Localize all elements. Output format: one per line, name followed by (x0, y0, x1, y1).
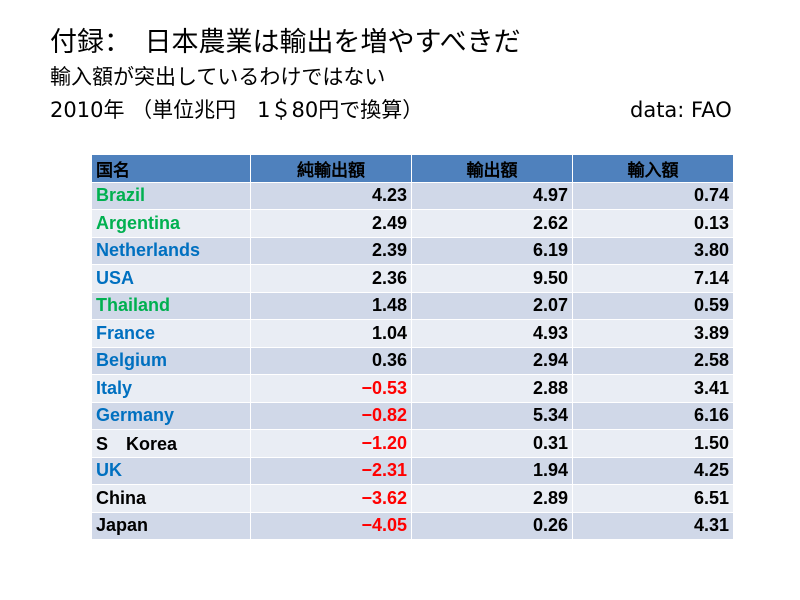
net-exports-cell: 4.23 (250, 181, 412, 210)
country-cell: Netherlands (91, 236, 251, 265)
table-row: Germany −0.82 5.34 6.16 (91, 401, 734, 430)
exports-cell: 2.89 (411, 484, 573, 513)
net-exports-cell: −3.62 (250, 484, 412, 513)
imports-cell: 4.25 (572, 456, 734, 485)
imports-cell: 7.14 (572, 264, 734, 293)
net-exports-cell: 2.49 (250, 209, 412, 238)
net-exports-cell: 1.04 (250, 319, 412, 348)
imports-cell: 6.51 (572, 484, 734, 513)
table-row: Brazil 4.23 4.97 0.74 (91, 181, 734, 210)
table-row: Thailand 1.48 2.07 0.59 (91, 291, 734, 320)
exports-cell: 0.26 (411, 511, 573, 540)
header-imports: 輸入額 (572, 154, 734, 183)
exports-cell: 9.50 (411, 264, 573, 293)
country-cell: Brazil (91, 181, 251, 210)
exports-cell: 0.31 (411, 429, 573, 458)
table-row: Netherlands 2.39 6.19 3.80 (91, 236, 734, 265)
exports-cell: 1.94 (411, 456, 573, 485)
country-cell: Germany (91, 401, 251, 430)
country-cell: S Korea (91, 429, 251, 458)
imports-cell: 3.89 (572, 319, 734, 348)
table-row: UK −2.31 1.94 4.25 (91, 456, 734, 485)
imports-cell: 3.80 (572, 236, 734, 265)
unit-note: 2010年 （単位兆円 1＄80円で換算） (50, 98, 424, 122)
imports-cell: 1.50 (572, 429, 734, 458)
country-cell: UK (91, 456, 251, 485)
header-country: 国名 (91, 154, 251, 183)
country-cell: Belgium (91, 346, 251, 375)
exports-cell: 2.94 (411, 346, 573, 375)
net-exports-cell: −2.31 (250, 456, 412, 485)
data-source: data: FAO (630, 98, 732, 122)
table-header-row: 国名 純輸出額 輸出額 輸入額 (91, 154, 734, 183)
table-row: Japan −4.05 0.26 4.31 (91, 511, 734, 540)
net-exports-cell: 1.48 (250, 291, 412, 320)
table-row: Belgium 0.36 2.94 2.58 (91, 346, 734, 375)
imports-cell: 0.13 (572, 209, 734, 238)
country-cell: Japan (91, 511, 251, 540)
exports-cell: 6.19 (411, 236, 573, 265)
table-row: France 1.04 4.93 3.89 (91, 319, 734, 348)
country-cell: Argentina (91, 209, 251, 238)
country-cell: Thailand (91, 291, 251, 320)
imports-cell: 6.16 (572, 401, 734, 430)
slide-title: 付録： 日本農業は輸出を増やすべきだ (50, 27, 521, 58)
net-exports-cell: −1.20 (250, 429, 412, 458)
exports-cell: 4.97 (411, 181, 573, 210)
exports-cell: 2.88 (411, 374, 573, 403)
exports-cell: 4.93 (411, 319, 573, 348)
table-row: Italy −0.53 2.88 3.41 (91, 374, 734, 403)
net-exports-cell: 0.36 (250, 346, 412, 375)
net-exports-cell: −4.05 (250, 511, 412, 540)
table-row: USA 2.36 9.50 7.14 (91, 264, 734, 293)
net-exports-cell: 2.36 (250, 264, 412, 293)
table-body: Brazil 4.23 4.97 0.74 Argentina 2.49 2.62 0.13 N… (91, 181, 734, 540)
exports-cell: 5.34 (411, 401, 573, 430)
country-cell: China (91, 484, 251, 513)
imports-cell: 4.31 (572, 511, 734, 540)
country-cell: Italy (91, 374, 251, 403)
slide-subtitle: 輸入額が突出しているわけではない (50, 65, 386, 89)
net-exports-cell: 2.39 (250, 236, 412, 265)
imports-cell: 0.74 (572, 181, 734, 210)
net-exports-cell: −0.53 (250, 374, 412, 403)
trade-table: 国名 純輸出額 輸出額 輸入額 Brazil 4.23 4.97 0.74 Argent… (91, 154, 734, 540)
table-row: Argentina 2.49 2.62 0.13 (91, 209, 734, 238)
header-net-exports: 純輸出額 (250, 154, 412, 183)
net-exports-cell: −0.82 (250, 401, 412, 430)
country-cell: France (91, 319, 251, 348)
header-exports: 輸出額 (411, 154, 573, 183)
country-cell: USA (91, 264, 251, 293)
imports-cell: 2.58 (572, 346, 734, 375)
exports-cell: 2.07 (411, 291, 573, 320)
exports-cell: 2.62 (411, 209, 573, 238)
table-row: China −3.62 2.89 6.51 (91, 484, 734, 513)
table-row: S Korea −1.20 0.31 1.50 (91, 429, 734, 458)
imports-cell: 3.41 (572, 374, 734, 403)
imports-cell: 0.59 (572, 291, 734, 320)
